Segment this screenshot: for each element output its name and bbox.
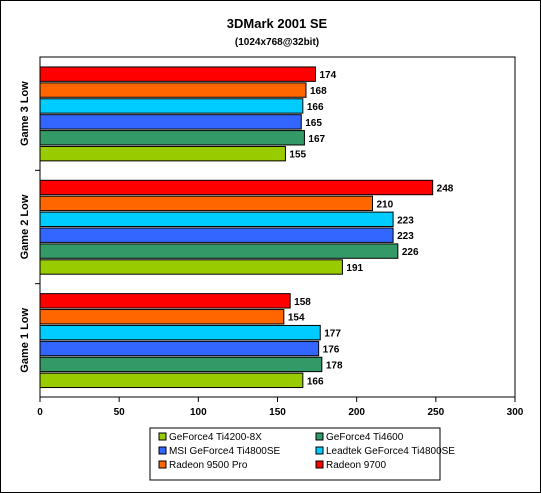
bar [39, 66, 316, 82]
chart-title: 3DMark 2001 SE [227, 16, 328, 31]
bar [39, 243, 399, 259]
x-tick-label: 150 [269, 407, 286, 418]
category-label: Game 1 Low [19, 307, 31, 372]
data-label: 168 [310, 86, 327, 97]
chart-subtitle: (1024x768@32bit) [235, 37, 319, 48]
legend-label: Radeon 9500 Pro [169, 460, 248, 471]
category-label: Game 3 Low [19, 81, 31, 146]
data-label: 177 [324, 329, 341, 340]
data-label: 174 [320, 70, 337, 81]
bar [39, 356, 323, 373]
bar [39, 195, 373, 212]
legend-label: MSI GeForce4 Ti4800SE [169, 446, 280, 457]
legend-label: Leadtek GeForce4 Ti4800SE [326, 446, 455, 457]
category-label: Game 2 Low [19, 194, 31, 259]
data-label: 158 [294, 297, 311, 308]
data-label: 155 [289, 150, 306, 161]
data-label: 167 [308, 134, 325, 145]
data-label: 178 [326, 360, 343, 371]
bar [39, 372, 304, 389]
data-label: 176 [323, 345, 340, 356]
legend-label: GeForce4 Ti4200-8X [169, 432, 262, 443]
bar [39, 293, 291, 309]
bar [39, 309, 285, 325]
bar [39, 98, 304, 114]
x-tick-label: 250 [427, 407, 444, 418]
x-tick-label: 50 [114, 407, 126, 418]
bar [39, 340, 320, 357]
x-tick-label: 0 [37, 407, 43, 418]
legend-swatch [158, 460, 167, 469]
data-label: 210 [377, 199, 394, 210]
data-label: 248 [437, 184, 454, 195]
bar [39, 259, 343, 275]
bar [39, 227, 394, 243]
data-label: 223 [397, 231, 414, 242]
legend-swatch [158, 432, 167, 441]
x-tick-label: 200 [348, 407, 365, 418]
legend-swatch [315, 432, 324, 441]
bar [39, 114, 302, 130]
data-label: 191 [346, 263, 363, 274]
bar [39, 145, 286, 162]
legend: GeForce4 Ti4200-8X GeForce4 Ti4600 MSI GeF… [149, 427, 455, 481]
data-label: 166 [307, 102, 324, 113]
legend-box [149, 427, 441, 481]
bar [39, 130, 305, 146]
legend-label: GeForce4 Ti4600 [326, 432, 404, 443]
data-label: 154 [288, 313, 305, 324]
legend-swatch [315, 446, 324, 455]
data-label: 226 [402, 247, 419, 258]
x-tick-label: 300 [507, 407, 524, 418]
bar [39, 82, 307, 98]
x-tick-label: 100 [190, 407, 207, 418]
bar [39, 211, 394, 228]
data-label: 166 [307, 376, 324, 387]
data-label: 223 [397, 215, 414, 226]
bar [39, 324, 321, 341]
legend-swatch [315, 460, 324, 469]
legend-swatch [158, 446, 167, 455]
data-label: 165 [305, 118, 322, 129]
legend-label: Radeon 9700 [326, 460, 386, 471]
bar [39, 179, 434, 196]
